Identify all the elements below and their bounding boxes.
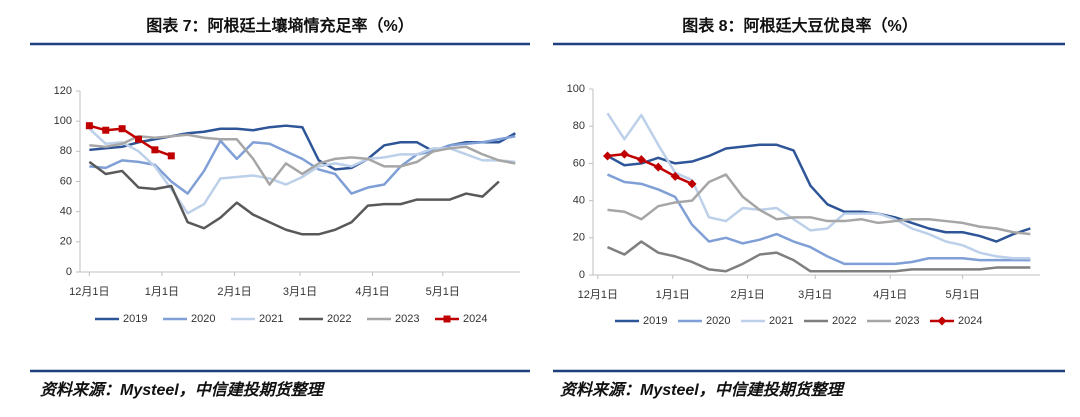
point-marker xyxy=(118,125,126,133)
x-tick-label: 2月1日 xyxy=(217,286,251,298)
point-marker xyxy=(167,152,175,160)
legend-label: 2022 xyxy=(327,313,351,325)
y-tick-label: 20 xyxy=(60,236,72,248)
point-marker xyxy=(687,179,697,189)
y-tick-label: 80 xyxy=(573,120,585,132)
x-tick-label: 12月1日 xyxy=(69,286,109,298)
legend-label: 2021 xyxy=(259,313,283,325)
series-line xyxy=(606,143,1031,243)
series-line xyxy=(606,112,1031,260)
series-line xyxy=(88,127,516,215)
y-tick-label: 120 xyxy=(54,85,72,97)
y-tick-label: 80 xyxy=(60,145,72,157)
legend-marker xyxy=(443,315,451,323)
legend-label: 2024 xyxy=(463,313,487,325)
legend-label: 2023 xyxy=(395,313,419,325)
x-tick-label: 3月1日 xyxy=(283,286,317,298)
x-tick-label: 3月1日 xyxy=(798,289,832,301)
series-line xyxy=(607,173,1031,236)
y-tick-label: 100 xyxy=(567,83,585,95)
x-tick-label: 5月1日 xyxy=(946,289,980,301)
x-tick-label: 4月1日 xyxy=(873,289,907,301)
x-tick-label: 5月1日 xyxy=(426,286,460,298)
legend-label: 2022 xyxy=(832,315,856,327)
x-tick-label: 1月1日 xyxy=(145,286,179,298)
x-tick-label: 12月1日 xyxy=(578,289,618,301)
chart-title: 图表 8：阿根廷大豆优良率（%） xyxy=(682,16,918,35)
point-marker xyxy=(151,146,159,154)
x-tick-label: 2月1日 xyxy=(731,289,765,301)
legend-label: 2021 xyxy=(769,315,793,327)
legend-label: 2019 xyxy=(123,313,147,325)
y-tick-label: 0 xyxy=(66,266,72,278)
legend-label: 2023 xyxy=(895,315,919,327)
y-tick-label: 40 xyxy=(60,206,72,218)
point-marker xyxy=(85,122,93,130)
point-marker xyxy=(653,162,663,172)
x-tick-label: 4月1日 xyxy=(355,286,389,298)
point-marker xyxy=(670,171,680,181)
y-tick-label: 60 xyxy=(60,175,72,187)
x-tick-label: 1月1日 xyxy=(656,289,690,301)
series-line xyxy=(88,160,500,236)
y-tick-label: 100 xyxy=(54,115,72,127)
point-marker xyxy=(135,135,143,143)
legend-label: 2024 xyxy=(958,315,982,327)
point-marker xyxy=(602,151,612,161)
legend-label: 2020 xyxy=(706,315,730,327)
point-marker xyxy=(636,155,646,165)
chart-title: 图表 7：阿根廷土壤墒情充足率（%） xyxy=(146,16,414,35)
source-note: 资料来源：Mysteel，中信建投期货整理 xyxy=(560,381,846,399)
y-tick-label: 60 xyxy=(573,157,585,169)
legend-label: 2019 xyxy=(643,315,667,327)
y-tick-label: 0 xyxy=(579,269,585,281)
series-line xyxy=(606,240,1031,273)
point-marker xyxy=(619,149,629,159)
series-line xyxy=(89,133,516,186)
point-marker xyxy=(102,126,110,134)
legend-label: 2020 xyxy=(191,313,215,325)
y-tick-label: 40 xyxy=(573,195,585,207)
source-note: 资料来源：Mysteel，中信建投期货整理 xyxy=(40,381,326,399)
legend-marker xyxy=(937,316,947,326)
y-tick-label: 20 xyxy=(573,232,585,244)
